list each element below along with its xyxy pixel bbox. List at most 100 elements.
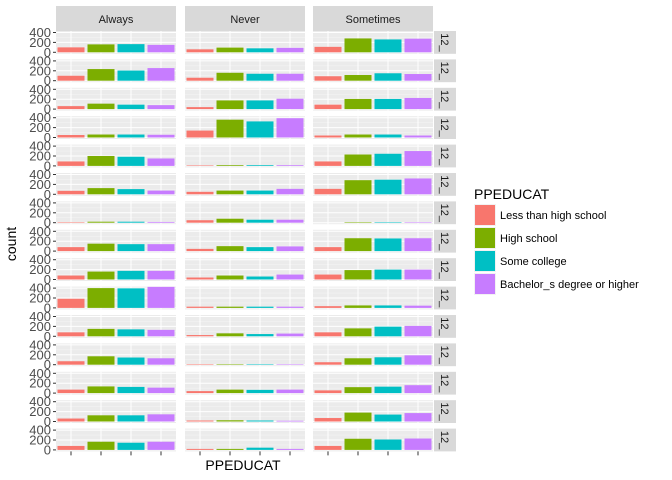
- panels-layer: [56, 31, 433, 452]
- y-tick-label: 200: [29, 433, 51, 448]
- bar: [57, 190, 85, 195]
- row-strip-label: 12_: [438, 431, 450, 450]
- bar: [344, 38, 372, 53]
- bar: [186, 335, 214, 337]
- bar: [374, 269, 402, 280]
- bar: [117, 156, 145, 166]
- y-tick-label: 0: [44, 272, 51, 287]
- bar: [344, 270, 372, 280]
- bar: [404, 305, 432, 308]
- bar: [246, 73, 274, 81]
- bar: [374, 386, 402, 394]
- y-tick-label: 400: [29, 309, 51, 324]
- bar: [117, 104, 145, 110]
- y-tick-label: 200: [29, 234, 51, 249]
- row-strip-label: 12_: [438, 346, 450, 365]
- bar: [57, 247, 85, 252]
- y-tick-label: 0: [44, 102, 51, 117]
- bar: [147, 244, 175, 252]
- bar: [404, 38, 432, 53]
- y-tick-label: 200: [29, 347, 51, 362]
- bar: [344, 154, 372, 166]
- bar: [374, 179, 402, 195]
- bar: [117, 357, 145, 365]
- y-tick-label: 0: [44, 357, 51, 372]
- y-tick-label: 0: [44, 386, 51, 401]
- column-strip: [185, 6, 305, 31]
- row-strip: [434, 31, 456, 54]
- bar: [57, 298, 85, 308]
- y-tick-label: 200: [29, 149, 51, 164]
- y-tick-label: 400: [29, 167, 51, 182]
- bar: [374, 73, 402, 81]
- strips-layer: Always Never Sometimes 12_ 12_ 12_ 12_ 12_ 12_ 12…: [56, 6, 456, 452]
- bar: [147, 329, 175, 337]
- y-tick-label: 200: [29, 63, 51, 78]
- y-tick-label: 0: [44, 158, 51, 173]
- bar: [344, 412, 372, 422]
- row-strip: [434, 173, 456, 196]
- y-tick-label: 400: [29, 281, 51, 296]
- bar: [147, 286, 175, 308]
- legend-items: Less than high school High school Some col…: [474, 204, 639, 295]
- bar: [216, 420, 244, 422]
- y-tick-label: 200: [29, 205, 51, 220]
- y-tick-label: 200: [29, 319, 51, 334]
- bar: [117, 442, 145, 450]
- bar: [57, 275, 85, 280]
- y-tick-label: 400: [29, 25, 51, 40]
- y-tick-label: 400: [29, 423, 51, 438]
- bar: [374, 439, 402, 450]
- y-tick-label: 200: [29, 404, 51, 419]
- row-strip: [434, 229, 456, 253]
- bar: [246, 247, 274, 252]
- bar: [344, 134, 372, 138]
- bar: [57, 161, 85, 166]
- bar: [186, 191, 214, 195]
- y-axis-title: count: [3, 227, 19, 261]
- bar: [276, 98, 304, 110]
- y-tick-label: 400: [29, 110, 51, 125]
- legend-swatch: [475, 274, 495, 294]
- bar: [374, 357, 402, 365]
- bar: [57, 361, 85, 365]
- bar: [147, 44, 175, 53]
- row-strip-label: 12_: [438, 232, 450, 251]
- bar: [216, 218, 244, 223]
- bar: [246, 276, 274, 280]
- row-strip: [434, 400, 456, 423]
- bar: [216, 306, 244, 308]
- y-tick-label: 200: [29, 177, 51, 192]
- bar: [117, 270, 145, 280]
- bar: [246, 121, 274, 138]
- column-strip: [56, 6, 176, 31]
- bar: [344, 328, 372, 337]
- bar: [314, 390, 342, 394]
- y-tick-label: 0: [44, 329, 51, 344]
- bar: [314, 161, 342, 166]
- bar: [216, 448, 244, 450]
- bar: [404, 385, 432, 394]
- bar: [186, 277, 214, 280]
- bar: [314, 76, 342, 81]
- row-strip-label: 12_: [438, 62, 450, 81]
- bar: [344, 180, 372, 195]
- bar: [57, 389, 85, 394]
- bar: [404, 355, 432, 365]
- row-strip: [434, 343, 456, 367]
- bar: [87, 156, 115, 166]
- bar: [87, 441, 115, 450]
- bar: [314, 104, 342, 110]
- legend-title: PPEDUCAT: [474, 186, 550, 202]
- bar: [117, 44, 145, 53]
- bar: [216, 275, 244, 280]
- bar: [344, 75, 372, 81]
- bar: [216, 190, 244, 195]
- bar: [87, 356, 115, 365]
- bar: [117, 386, 145, 394]
- row-strip-label: 12_: [438, 260, 450, 279]
- bar: [404, 97, 432, 110]
- bar: [374, 134, 402, 138]
- bar: [404, 178, 432, 195]
- legend-label: High school: [500, 233, 557, 245]
